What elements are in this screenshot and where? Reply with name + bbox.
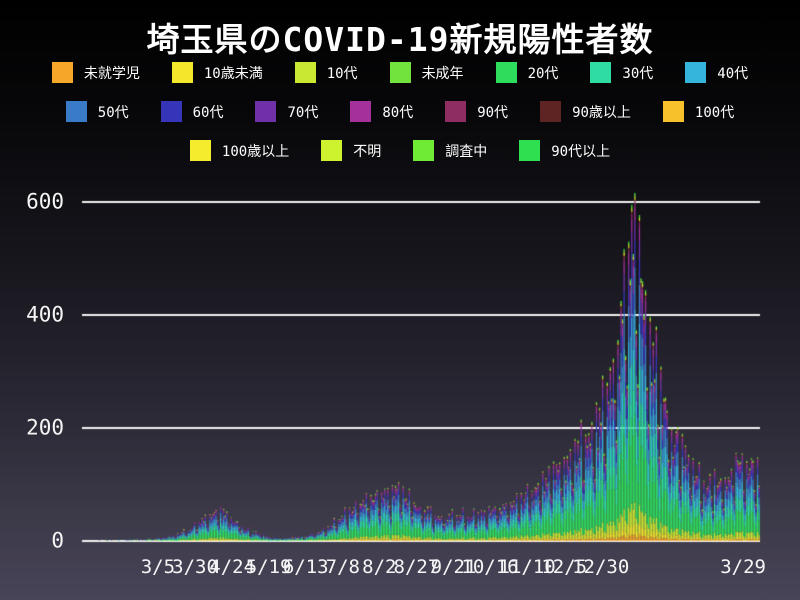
x-tick-label: 9/21 (430, 556, 477, 578)
legend-swatch-icon (495, 62, 517, 83)
x-tick-label: 3/29 (720, 556, 767, 578)
legend-swatch-icon (294, 62, 316, 83)
legend-swatch-icon (519, 140, 541, 161)
x-tick-label: 6/13 (282, 556, 329, 578)
legend-item: 調査中 (413, 140, 487, 161)
y-tick-label: 600 (26, 189, 64, 214)
legend-item: 10代 (294, 62, 358, 83)
legend-item-label: 100歳以上 (221, 143, 290, 160)
legend-item-label: 未成年 (421, 65, 464, 82)
y-tick-label: 200 (26, 415, 64, 440)
legend-item-label: 80代 (382, 104, 414, 121)
legend-swatch-icon (413, 140, 435, 161)
legend-swatch-icon (590, 62, 612, 83)
legend-item-label: 90代以上 (551, 143, 611, 160)
legend-item-label: 40代 (717, 65, 749, 82)
legend-item-label: 100代 (694, 104, 735, 121)
x-tick-label: 5/19 (245, 556, 292, 578)
legend-item: 100歳以上 (189, 140, 290, 161)
legend-swatch-icon (389, 62, 411, 83)
legend-item: 100代 (662, 101, 735, 122)
legend-item: 90歳以上 (540, 101, 631, 122)
legend-swatch-icon (65, 101, 87, 122)
x-tick-label: 10/16 (461, 556, 519, 578)
chart-title: 埼玉県のCOVID-19新規陽性者数 (146, 20, 654, 59)
legend-item: 60代 (160, 101, 224, 122)
legend-row: 50代 60代 70代 80代 90代 90歳以上 100代 (0, 101, 800, 122)
legend-item-label: 10歳未満 (203, 65, 263, 82)
legend-swatch-icon (350, 101, 372, 122)
x-tick-label: 8/2 (362, 556, 397, 578)
legend-swatch-icon (160, 101, 182, 122)
legend-row: 100歳以上 不明 調査中 90代以上 (0, 140, 800, 161)
legend-swatch-icon (51, 62, 73, 83)
legend-item: 未就学児 (51, 62, 140, 83)
legend-swatch-icon (662, 101, 684, 122)
legend-item-label: 50代 (97, 104, 129, 121)
legend-item: 90代以上 (519, 140, 610, 161)
x-tick-label: 11/10 (498, 556, 556, 578)
legend-swatch-icon (540, 101, 562, 122)
legend-item-label: 60代 (192, 104, 224, 121)
legend-item: 不明 (321, 140, 381, 161)
y-tick-label: 400 (26, 302, 64, 327)
legend-item-label: 20代 (527, 65, 559, 82)
legend-item: 30代 (590, 62, 653, 83)
legend-item-label: 90歳以上 (572, 104, 631, 121)
x-tick-label: 12/5 (541, 556, 588, 578)
x-tick-label: 12/30 (572, 556, 630, 578)
legend-swatch-icon (445, 101, 467, 122)
legend-row: 未就学児 10歳未満 10代 未成年 20代 30代 40代 (0, 62, 800, 83)
legend-item: 90代 (445, 101, 508, 122)
legend-item-label: 不明 (353, 143, 382, 160)
legend-item: 10歳未満 (171, 62, 263, 83)
legend-item: 80代 (350, 101, 413, 122)
legend-item: 未成年 (389, 62, 464, 83)
legend-swatch-icon (321, 140, 343, 161)
legend-item-label: 70代 (287, 104, 319, 121)
legend-swatch-icon (255, 101, 277, 122)
x-tick-label: 3/5 (140, 556, 176, 578)
x-tick-label: 8/27 (393, 556, 440, 578)
legend-item: 40代 (685, 62, 748, 83)
legend-swatch-icon (171, 62, 193, 83)
legend-item-label: 調査中 (445, 143, 488, 160)
legend-item-label: 未就学児 (83, 65, 140, 82)
legend-item-label: 10代 (326, 65, 358, 82)
legend-swatch-icon (685, 62, 707, 83)
legend-item-label: 30代 (622, 65, 654, 82)
x-tick-label: 4/24 (209, 556, 256, 578)
legend: 未就学児 10歳未満 10代 未成年 20代 30代 40代 50代 60代 70代 80代 90代 9… (0, 62, 800, 179)
legend-item: 50代 (65, 101, 129, 122)
legend-item: 70代 (255, 101, 318, 122)
y-tick-label: 0 (51, 528, 64, 553)
x-tick-label: 3/30 (172, 556, 218, 578)
legend-swatch-icon (189, 140, 211, 161)
legend-item-label: 90代 (477, 104, 509, 121)
legend-item: 20代 (495, 62, 559, 83)
x-tick-label: 7/8 (325, 556, 361, 578)
